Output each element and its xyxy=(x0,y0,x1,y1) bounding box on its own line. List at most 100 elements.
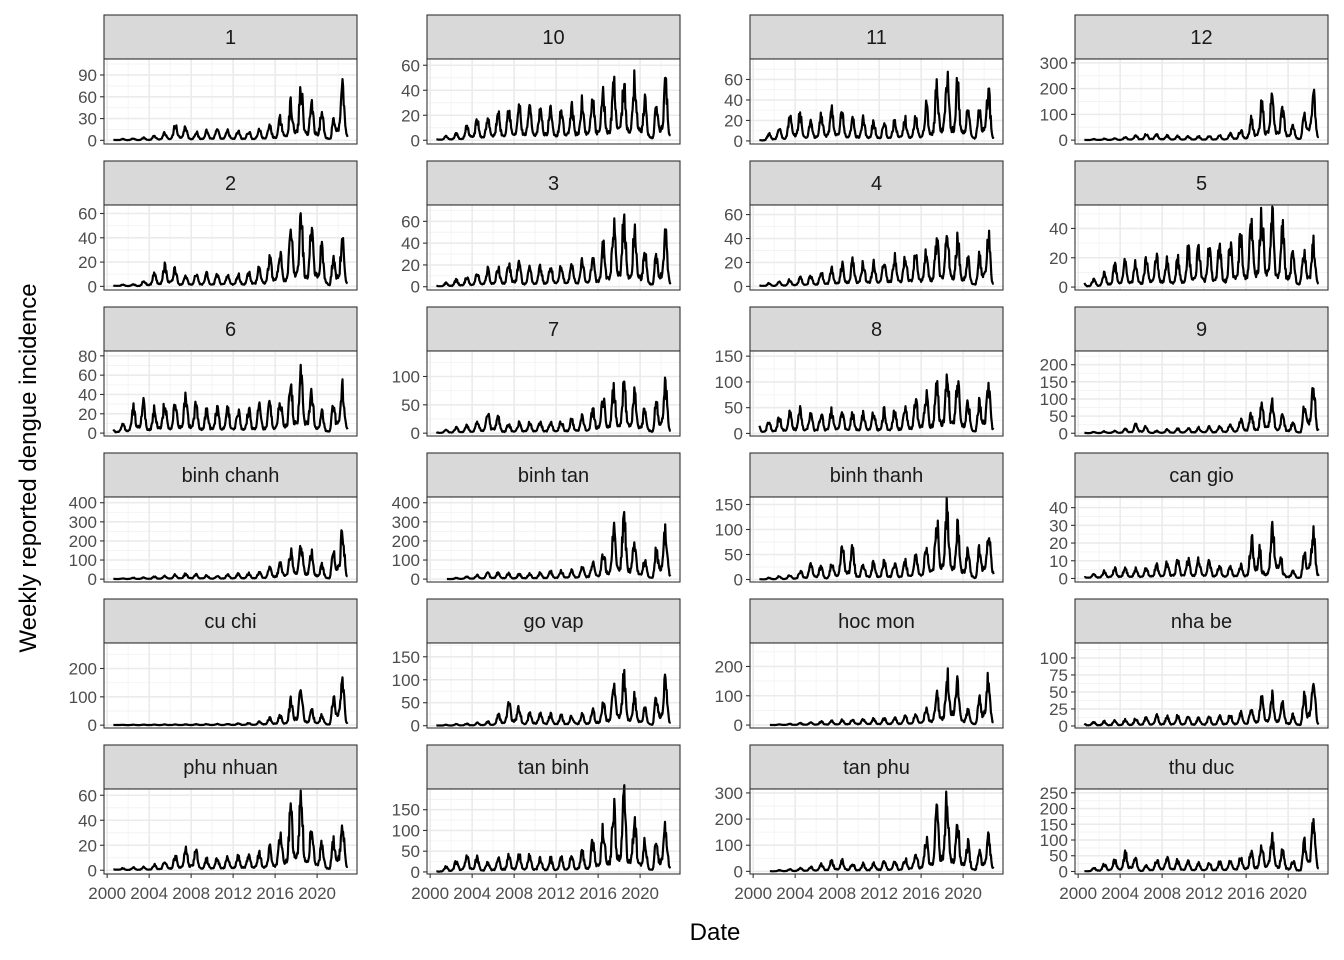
facet-panel: 8 0 50 100 150 xyxy=(715,306,1004,443)
panel-border xyxy=(103,204,358,291)
y-tick-label: 40 xyxy=(78,229,97,248)
y-tick-label: 20 xyxy=(78,253,97,272)
y-tick-label: 60 xyxy=(78,205,97,224)
facet-strip-label: 2 xyxy=(225,173,236,195)
panel-border xyxy=(1074,642,1329,729)
panel-background xyxy=(104,205,357,290)
facet-panel: 7 0 50 100 xyxy=(392,306,681,443)
y-tick-label: 80 xyxy=(78,347,97,366)
panel-border xyxy=(426,496,681,583)
panel-background xyxy=(750,643,1003,728)
y-tick-label: 0 xyxy=(1059,131,1068,150)
facet-strip xyxy=(426,306,681,352)
y-tick-label: 100 xyxy=(1040,831,1068,850)
panel-border xyxy=(749,350,1004,437)
incidence-line xyxy=(112,78,349,142)
y-tick-label: 0 xyxy=(1059,717,1068,736)
y-tick-label: 0 xyxy=(88,277,97,296)
y-tick-label: 0 xyxy=(411,570,420,589)
y-tick-label: 50 xyxy=(401,842,420,861)
incidence-line xyxy=(112,789,349,871)
y-tick-label: 400 xyxy=(392,494,420,513)
y-tick-label: 200 xyxy=(69,660,97,679)
facet-strip-label: 7 xyxy=(548,319,559,341)
x-tick-label: 2000 xyxy=(88,884,126,903)
facet-strip-label: go vap xyxy=(523,611,583,633)
facet-strip xyxy=(426,598,681,644)
facet-strip-label: 9 xyxy=(1196,319,1207,341)
y-tick-label: 50 xyxy=(724,399,743,418)
incidence-line xyxy=(1083,682,1320,727)
y-tick-label: 150 xyxy=(715,347,743,366)
y-tick-label: 50 xyxy=(1049,407,1068,426)
facet-strip xyxy=(103,452,358,498)
panel-border xyxy=(426,350,681,437)
y-tick-label: 100 xyxy=(392,551,420,570)
panel-border xyxy=(1074,350,1329,437)
y-tick-label: 100 xyxy=(1040,105,1068,124)
facet-panel: cu chi 0 100 200 xyxy=(69,598,358,735)
panel-border xyxy=(1074,788,1329,875)
facet-panel: go vap 0 50 100 150 xyxy=(392,598,681,736)
y-tick-label: 90 xyxy=(78,66,97,85)
panel-background xyxy=(1075,789,1328,874)
x-tick-label: 2016 xyxy=(256,884,294,903)
panel-border xyxy=(749,642,1004,729)
facet-panel: 1 0 30 60 90 xyxy=(78,14,358,150)
x-tick-label: 2008 xyxy=(495,884,533,903)
incidence-line xyxy=(435,213,672,288)
panel-background xyxy=(427,643,680,728)
facet-strip-label: tan phu xyxy=(843,757,910,779)
x-tick-label: 2000 xyxy=(411,884,449,903)
y-tick-label: 100 xyxy=(392,821,420,840)
facet-strip xyxy=(103,14,358,60)
y-tick-label: 0 xyxy=(411,131,420,150)
panel-border xyxy=(749,496,1004,583)
y-tick-label: 150 xyxy=(1040,373,1068,392)
incidence-line xyxy=(1083,520,1320,579)
incidence-line xyxy=(769,667,995,727)
incidence-line xyxy=(1083,88,1320,142)
y-tick-label: 0 xyxy=(88,861,97,880)
incidence-line xyxy=(435,376,672,434)
x-tick-label: 2000 xyxy=(734,884,772,903)
facet-strip-label: binh tan xyxy=(518,465,589,487)
y-tick-label: 0 xyxy=(88,424,97,443)
y-tick-label: 0 xyxy=(411,424,420,443)
y-tick-label: 100 xyxy=(1040,649,1068,668)
facet-strip xyxy=(1074,306,1329,352)
facet-panel: 5 0 20 40 xyxy=(1049,160,1329,297)
x-tick-label: 2012 xyxy=(214,884,252,903)
x-tick-label: 2004 xyxy=(1101,884,1139,903)
y-tick-label: 0 xyxy=(1059,278,1068,297)
y-tick-label: 0 xyxy=(88,570,97,589)
x-tick-label: 2004 xyxy=(453,884,491,903)
x-tick-label: 2004 xyxy=(130,884,168,903)
y-tick-label: 40 xyxy=(724,91,743,110)
y-tick-label: 0 xyxy=(734,424,743,443)
panel-border xyxy=(749,788,1004,875)
y-tick-label: 30 xyxy=(78,110,97,129)
x-tick-label: 2008 xyxy=(172,884,210,903)
incidence-line xyxy=(446,510,672,581)
facet-panel: 10 0 20 40 60 xyxy=(401,14,681,150)
panel-border xyxy=(426,788,681,875)
x-tick-label: 2000 xyxy=(1059,884,1097,903)
facet-strip xyxy=(103,160,358,206)
y-tick-label: 50 xyxy=(724,546,743,565)
incidence-line xyxy=(758,70,995,142)
x-tick-label: 2008 xyxy=(1143,884,1181,903)
y-tick-label: 40 xyxy=(1049,219,1068,238)
facet-strip xyxy=(749,306,1004,352)
y-tick-label: 0 xyxy=(734,716,743,735)
facet-strip xyxy=(426,744,681,790)
y-tick-label: 300 xyxy=(1040,54,1068,73)
panel-border xyxy=(749,58,1004,145)
facet-strip-label: tan binh xyxy=(518,757,589,779)
y-tick-label: 0 xyxy=(88,716,97,735)
y-tick-label: 0 xyxy=(1059,569,1068,588)
